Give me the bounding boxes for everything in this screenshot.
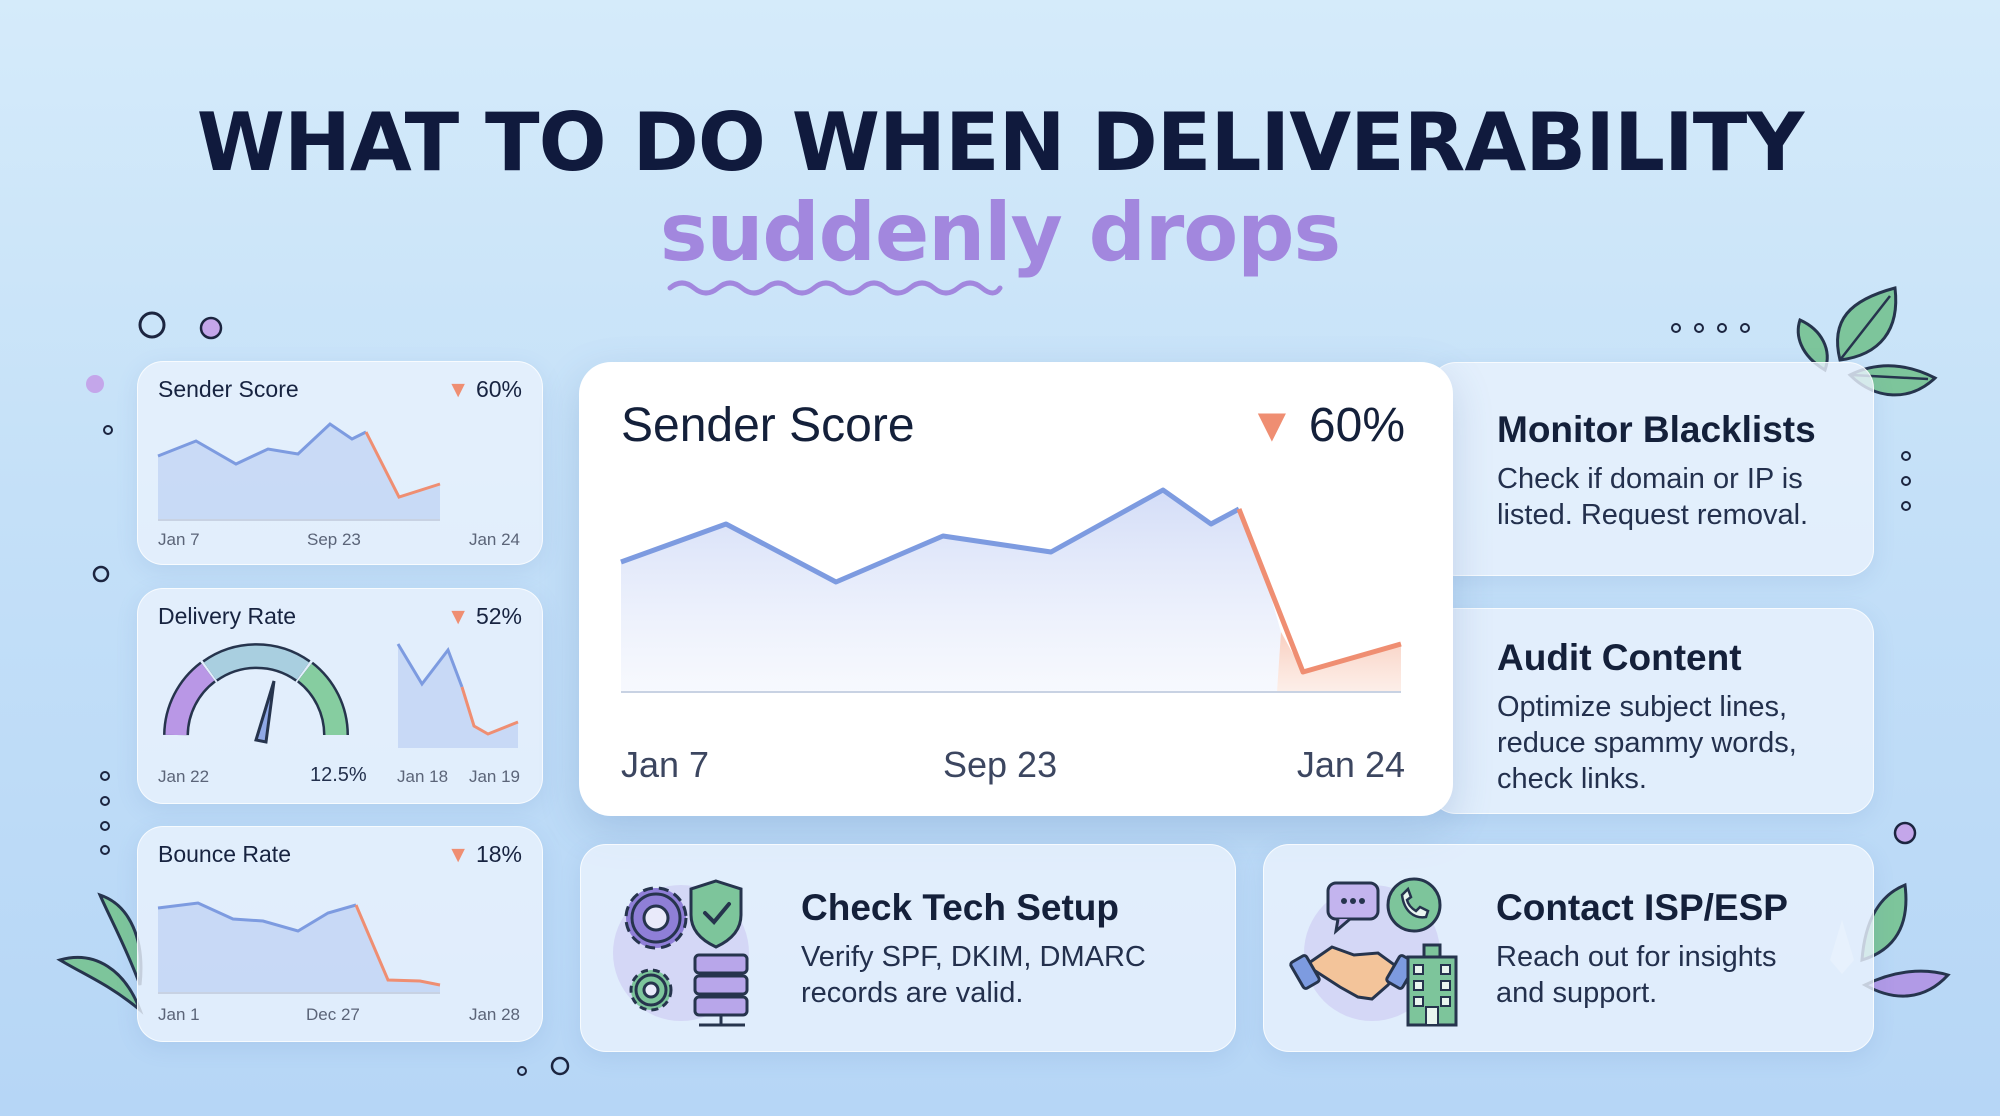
- squiggle-underline: [667, 280, 1003, 296]
- tick-label: Jan 7: [621, 744, 710, 785]
- headline-line-1: WHAT TO DO WHEN DELIVERABILITY: [196, 96, 1805, 189]
- tick-label: Jan 7: [158, 530, 200, 549]
- step-desc: Reach out for insights and support.: [1496, 941, 1777, 1009]
- tick-label: Jan 24: [1296, 744, 1405, 785]
- sender-score-mini-chart: [157, 422, 441, 521]
- tick-label: Jan 1: [158, 1005, 200, 1024]
- delivery-rate-mini-chart: [396, 643, 519, 748]
- step-card-contact-isp-esp[interactable]: Contact ISP/ESP Reach out for insights a…: [1263, 844, 1874, 1052]
- step-title: Monitor Blacklists: [1497, 409, 1816, 450]
- tick-label: Sep 23: [943, 744, 1058, 785]
- tick-label: Jan 19: [468, 767, 520, 786]
- mini-card-delivery-rate[interactable]: Delivery Rate ▼ 52% Jan 22 12.5% Jan 18 …: [137, 588, 543, 804]
- down-triangle-icon: ▼: [446, 603, 470, 629]
- step-card-audit-content[interactable]: Audit Content Optimize subject lines, re…: [1430, 608, 1874, 814]
- sender-score-main-chart: [620, 487, 1402, 693]
- down-triangle-icon: ▼: [446, 841, 470, 867]
- main-chart-title: Sender Score: [621, 399, 915, 452]
- headline-line-2: suddenly drops: [659, 186, 1341, 279]
- mini-card-title: Sender Score: [158, 376, 299, 402]
- main-chart-card[interactable]: Sender Score ▼ 60% Jan 7 Sep 23 Jan 24: [579, 362, 1453, 816]
- step-desc: Optimize subject lines, reduce spammy wo…: [1497, 691, 1797, 795]
- gauge-value: 12.5%: [310, 764, 367, 786]
- tick-label: Jan 28: [468, 1005, 520, 1024]
- tick-label: Dec 27: [306, 1005, 360, 1024]
- mini-card-pct: ▼ 18%: [446, 841, 522, 867]
- step-title: Check Tech Setup: [801, 887, 1120, 928]
- step-title: Audit Content: [1497, 637, 1742, 678]
- gauge-left-label: Jan 22: [158, 767, 210, 786]
- mini-card-bounce-rate[interactable]: Bounce Rate ▼ 18% Jan 1 Dec 27 Jan 28: [137, 826, 543, 1042]
- step-card-monitor-blacklists[interactable]: Monitor Blacklists Check if domain or IP…: [1430, 362, 1874, 576]
- mini-card-pct: ▼ 52%: [446, 603, 522, 629]
- bounce-rate-mini-chart: [157, 901, 441, 994]
- mini-card-title: Bounce Rate: [158, 841, 291, 867]
- step-desc: Check if domain or IP is listed. Request…: [1497, 463, 1809, 531]
- step-card-check-tech-setup[interactable]: Check Tech Setup Verify SPF, DKIM, DMARC…: [580, 844, 1236, 1052]
- down-triangle-icon: ▼: [446, 376, 470, 402]
- handshake-building-icon: [1289, 877, 1458, 1027]
- main-chart-pct: ▼ 60%: [1248, 399, 1405, 452]
- down-triangle-icon: ▼: [1248, 399, 1296, 452]
- step-desc: Verify SPF, DKIM, DMARC records are vali…: [801, 941, 1146, 1009]
- tick-label: Jan 24: [468, 530, 520, 549]
- step-title: Contact ISP/ESP: [1496, 887, 1788, 928]
- tick-label: Sep 23: [307, 530, 361, 549]
- gear-shield-server-icon: [613, 879, 749, 1027]
- mini-card-pct: ▼ 60%: [446, 376, 522, 402]
- tick-label: Jan 18: [397, 767, 449, 786]
- gauge-chart: [163, 643, 349, 744]
- mini-card-sender-score[interactable]: Sender Score ▼ 60% Jan 7 Sep 23 Jan 24: [137, 361, 543, 565]
- mini-card-title: Delivery Rate: [158, 603, 297, 629]
